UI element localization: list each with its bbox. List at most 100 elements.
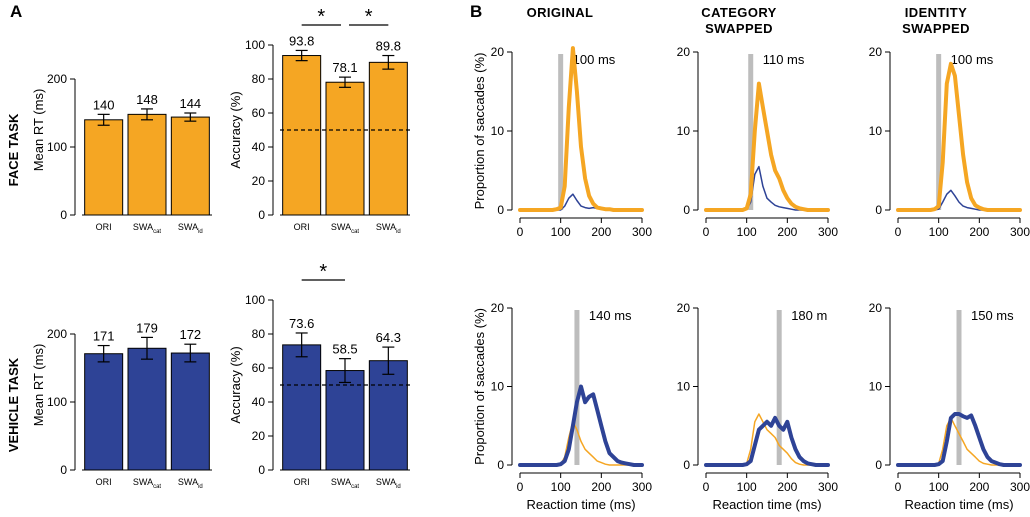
vehicle-acc-ytick-label-100: 100 (245, 293, 265, 307)
face-acc-value-label-1: 78.1 (332, 60, 357, 75)
vehicle-category-ytick-label-10: 10 (677, 380, 691, 394)
face-original-ytick-label-0: 0 (497, 203, 504, 217)
face-rt-value-label-1: 148 (136, 92, 158, 107)
face-rt-ytick-label-200: 200 (47, 72, 67, 86)
face-acc-ylabel: Accuracy (%) (228, 91, 243, 168)
face-identity-series-error (897, 189, 1021, 211)
face-acc-xtick-label-2: SWAid (376, 222, 401, 235)
column-title-identity: IDENTITY (905, 5, 967, 20)
vehicle-acc-sig-star-0: * (319, 261, 327, 283)
vehicle-rt-ytick-label-100: 100 (47, 395, 67, 409)
vehicle-rt-xtick-label-0: ORI (96, 477, 112, 487)
vehicle-category-ytick-label-0: 0 (683, 458, 690, 472)
vehicle-category-series-correct (704, 415, 830, 467)
vehicle-original-xlabel: Reaction time (ms) (526, 497, 635, 512)
vehicle-original-ytick-label-10: 10 (491, 380, 505, 394)
face-acc-xtick-label-0: ORI (294, 222, 310, 232)
vehicle-category-ytick-label-20: 20 (677, 301, 691, 315)
face-identity-xtick-label-300: 300 (1010, 225, 1030, 239)
vehicle-category-xlabel: Reaction time (ms) (712, 497, 821, 512)
face-acc-bar-2 (368, 61, 408, 216)
vehicle-original-min-rt-label: 140 ms (589, 308, 632, 323)
face-acc-ytick-label-40: 40 (252, 140, 266, 154)
face-category-series-error (705, 165, 829, 211)
vehicle-rt-bar-2 (170, 352, 210, 471)
face-original-xtick-label-300: 300 (632, 225, 652, 239)
face-acc-xtick-label-1: SWAcat (331, 222, 360, 235)
vehicle-original-xtick-label-100: 100 (551, 480, 571, 494)
vehicle-acc-xtick-label-2: SWAid (376, 477, 401, 490)
vehicle-rt-ytick-label-0: 0 (60, 463, 67, 477)
vehicle-identity-xtick-label-0: 0 (895, 480, 902, 494)
vehicle-rt-xtick-label-1: SWAcat (133, 477, 162, 490)
vehicle-category-xtick-label-200: 200 (777, 480, 797, 494)
vehicle-identity-ytick-label-20: 20 (869, 301, 883, 315)
face-identity-ytick-label-20: 20 (869, 45, 883, 59)
face-acc-ytick-label-0: 0 (258, 208, 265, 222)
vehicle-identity-xlabel: Reaction time (ms) (904, 497, 1013, 512)
face-original-xtick-label-100: 100 (551, 225, 571, 239)
face-rt-xtick-label-0: ORI (96, 222, 112, 232)
vehicle-acc-xtick-label-0: ORI (294, 477, 310, 487)
vehicle-original-xtick-label-300: 300 (632, 480, 652, 494)
face-category-ytick-label-0: 0 (683, 203, 690, 217)
face-original-xtick-label-0: 0 (517, 225, 524, 239)
face-category-series-correct (704, 81, 830, 212)
face-identity-xtick-label-100: 100 (929, 225, 949, 239)
face-category-xtick-label-0: 0 (703, 225, 710, 239)
face-acc-value-label-2: 89.8 (376, 39, 401, 54)
vehicle-original-xtick-label-0: 0 (517, 480, 524, 494)
face-rt-bar-0 (84, 119, 124, 216)
face-rt-xtick-label-2: SWAid (178, 222, 203, 235)
face-category-ytick-label-10: 10 (677, 124, 691, 138)
face-original-ylabel: Proportion of saccades (%) (472, 53, 487, 210)
vehicle-identity-xtick-label-100: 100 (929, 480, 949, 494)
face-rt-ytick-label-0: 0 (60, 208, 67, 222)
panel-label-b: B (470, 2, 482, 21)
vehicle-identity-ytick-label-0: 0 (875, 458, 882, 472)
vehicle-original-ylabel: Proportion of saccades (%) (472, 308, 487, 465)
vehicle-rt-value-label-1: 179 (136, 320, 158, 335)
column-title-original: ORIGINAL (527, 5, 594, 20)
face-rt-xtick-label-1: SWAcat (133, 222, 162, 235)
face-original-min-rt-label: 100 ms (573, 52, 616, 67)
face-original-ytick-label-20: 20 (491, 45, 505, 59)
face-identity-min-rt-marker (936, 54, 942, 210)
vehicle-acc-value-label-2: 64.3 (376, 330, 401, 345)
vehicle-category-min-rt-marker (776, 310, 782, 465)
vehicle-acc-ytick-label-0: 0 (258, 463, 265, 477)
column-title-category-2: SWAPPED (705, 21, 773, 36)
face-rt-ytick-label-100: 100 (47, 140, 67, 154)
vehicle-rt-bar-0 (84, 353, 124, 471)
face-acc-sig-star-1: * (365, 6, 373, 28)
vehicle-acc-bar-2 (368, 360, 408, 471)
face-identity-xtick-label-200: 200 (969, 225, 989, 239)
vehicle-identity-series-correct (896, 412, 1022, 467)
vehicle-category-min-rt-label: 180 m (791, 308, 827, 323)
face-category-xtick-label-300: 300 (818, 225, 838, 239)
vehicle-acc-bar-0 (282, 344, 322, 471)
vehicle-original-series-error (519, 421, 643, 466)
vehicle-acc-ytick-label-60: 60 (252, 361, 266, 375)
face-acc-ytick-label-80: 80 (252, 72, 266, 86)
face-acc-ytick-label-20: 20 (252, 174, 266, 188)
face-original-series-error (519, 193, 643, 211)
face-rt-bar-2 (170, 116, 210, 216)
face-category-min-rt-marker (748, 54, 754, 210)
vehicle-acc-value-label-1: 58.5 (332, 342, 357, 357)
vehicle-category-xtick-label-300: 300 (818, 480, 838, 494)
vehicle-original-min-rt-marker (574, 310, 580, 465)
vehicle-identity-xtick-label-300: 300 (1010, 480, 1030, 494)
face-rt-bar-1 (127, 113, 167, 216)
face-identity-ytick-label-10: 10 (869, 124, 883, 138)
vehicle-original-ytick-label-0: 0 (497, 458, 504, 472)
face-acc-bar-0 (282, 55, 322, 216)
vehicle-rt-ylabel: Mean RT (ms) (31, 344, 46, 427)
vehicle-identity-xtick-label-200: 200 (969, 480, 989, 494)
vehicle-acc-value-label-0: 73.6 (289, 316, 314, 331)
column-title-identity-2: SWAPPED (902, 21, 970, 36)
task-label-face: FACE TASK (6, 113, 21, 186)
vehicle-rt-bar-1 (127, 347, 167, 471)
face-category-xtick-label-100: 100 (737, 225, 757, 239)
vehicle-acc-bar-1 (325, 370, 365, 471)
